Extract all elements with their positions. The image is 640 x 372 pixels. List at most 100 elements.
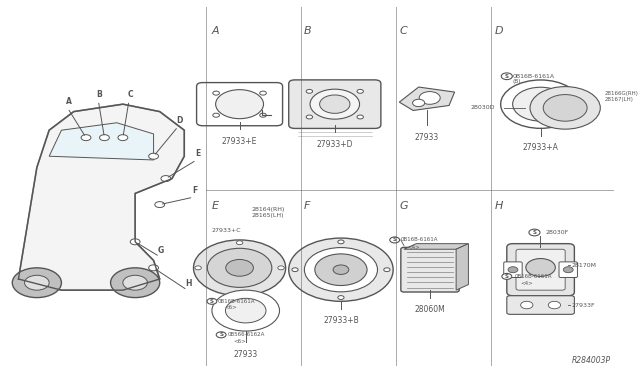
FancyBboxPatch shape	[516, 249, 565, 290]
Text: R284003P: R284003P	[572, 356, 611, 365]
Text: 0B566-6162A: 0B566-6162A	[227, 332, 265, 337]
Text: B: B	[304, 26, 312, 36]
Circle shape	[193, 240, 285, 296]
Text: <4>: <4>	[520, 281, 533, 286]
Text: <4>: <4>	[407, 245, 420, 250]
Text: G: G	[399, 201, 408, 211]
Circle shape	[195, 266, 202, 270]
Text: S: S	[210, 299, 214, 304]
Circle shape	[529, 229, 540, 236]
Text: <6>: <6>	[234, 339, 246, 344]
Circle shape	[148, 153, 159, 159]
Circle shape	[289, 238, 393, 301]
Circle shape	[213, 113, 220, 117]
Circle shape	[148, 265, 159, 271]
Text: 27933+B: 27933+B	[323, 316, 359, 325]
Text: 0B16B-6161A: 0B16B-6161A	[401, 237, 438, 243]
FancyBboxPatch shape	[507, 296, 574, 314]
Text: E: E	[195, 149, 200, 158]
Text: F: F	[192, 186, 197, 195]
Text: S: S	[505, 74, 509, 79]
Circle shape	[216, 332, 226, 338]
Circle shape	[236, 241, 243, 245]
Text: S: S	[393, 237, 397, 243]
Circle shape	[513, 87, 568, 121]
Text: 27933F: 27933F	[572, 302, 595, 308]
Circle shape	[118, 135, 128, 141]
Text: 27933: 27933	[415, 133, 439, 142]
Circle shape	[161, 176, 171, 182]
Circle shape	[333, 265, 349, 275]
Circle shape	[310, 89, 360, 119]
Text: H: H	[495, 201, 503, 211]
Text: 0B16B-6161A: 0B16B-6161A	[513, 74, 555, 79]
Circle shape	[99, 135, 109, 141]
Circle shape	[548, 301, 561, 309]
Text: S: S	[219, 332, 223, 337]
Text: E: E	[212, 201, 219, 211]
Polygon shape	[399, 87, 454, 110]
Circle shape	[207, 298, 217, 304]
Circle shape	[390, 237, 399, 243]
Circle shape	[123, 275, 147, 290]
Circle shape	[306, 115, 312, 119]
Circle shape	[338, 240, 344, 244]
Text: S: S	[532, 230, 536, 235]
Circle shape	[526, 259, 556, 276]
Text: 28170M: 28170M	[572, 263, 596, 268]
Text: A: A	[66, 97, 72, 106]
Circle shape	[543, 94, 587, 121]
Polygon shape	[456, 244, 468, 290]
Circle shape	[338, 296, 344, 299]
FancyBboxPatch shape	[401, 247, 459, 292]
Circle shape	[500, 80, 580, 128]
Circle shape	[225, 298, 266, 323]
Circle shape	[502, 273, 512, 279]
Text: 27933: 27933	[234, 350, 258, 359]
Circle shape	[236, 291, 243, 295]
Circle shape	[563, 267, 573, 273]
Text: 0B16B-6161A: 0B16B-6161A	[514, 274, 552, 279]
Circle shape	[419, 92, 440, 104]
Text: 28166G(RH)
28167(LH): 28166G(RH) 28167(LH)	[604, 91, 638, 102]
Text: 28030F: 28030F	[545, 230, 569, 235]
Circle shape	[130, 239, 140, 245]
Circle shape	[12, 268, 61, 298]
Text: 27933+D: 27933+D	[317, 140, 353, 148]
Text: A: A	[212, 26, 220, 36]
Text: 27933+A: 27933+A	[523, 143, 559, 152]
Text: 27933+E: 27933+E	[222, 137, 257, 146]
FancyBboxPatch shape	[559, 262, 577, 278]
Circle shape	[81, 135, 91, 141]
Circle shape	[319, 95, 350, 113]
Text: S: S	[505, 274, 509, 279]
FancyBboxPatch shape	[504, 262, 522, 278]
Circle shape	[357, 115, 364, 119]
Circle shape	[111, 268, 160, 298]
Text: 28164(RH)
28165(LH): 28164(RH) 28165(LH)	[252, 207, 285, 218]
Circle shape	[357, 89, 364, 93]
Text: H: H	[186, 279, 192, 288]
Text: 28060M: 28060M	[415, 305, 445, 314]
Circle shape	[216, 90, 264, 119]
FancyBboxPatch shape	[196, 83, 283, 126]
Circle shape	[508, 267, 518, 273]
Circle shape	[520, 301, 533, 309]
Circle shape	[384, 268, 390, 272]
Circle shape	[260, 91, 266, 95]
Text: 0B16B-6161A: 0B16B-6161A	[218, 299, 255, 304]
Circle shape	[226, 260, 253, 276]
FancyBboxPatch shape	[507, 244, 574, 296]
FancyBboxPatch shape	[289, 80, 381, 128]
Circle shape	[24, 275, 49, 290]
Circle shape	[315, 254, 367, 286]
Circle shape	[155, 202, 164, 208]
Polygon shape	[404, 244, 468, 249]
Text: D: D	[495, 26, 503, 36]
Text: <6>: <6>	[224, 305, 237, 310]
Circle shape	[212, 290, 280, 331]
Text: B: B	[97, 90, 102, 99]
Text: (8): (8)	[513, 78, 522, 84]
Circle shape	[530, 87, 600, 129]
Text: F: F	[304, 201, 310, 211]
